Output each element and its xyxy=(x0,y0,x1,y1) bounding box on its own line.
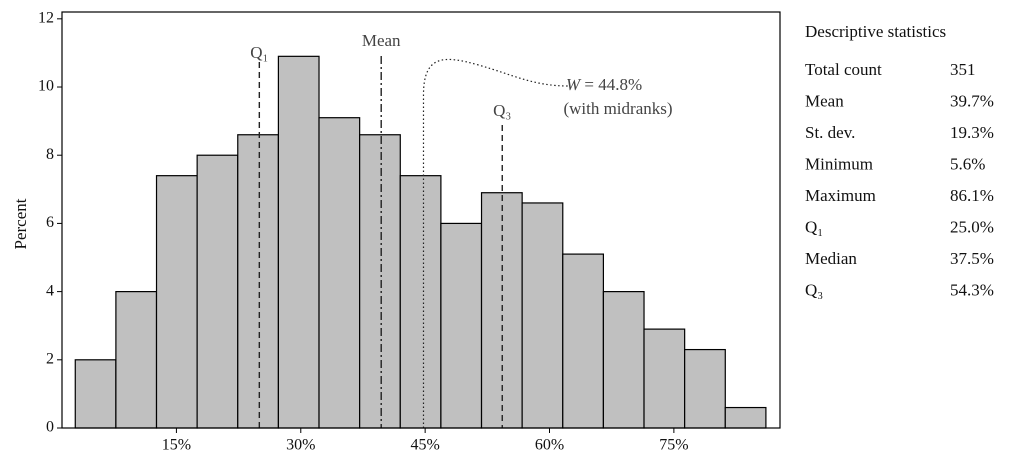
x-tick-label: 75% xyxy=(659,437,688,454)
w-var: W xyxy=(566,75,582,94)
bar xyxy=(155,175,198,429)
stat-value: 54.3% xyxy=(950,280,994,299)
x-tick-label: 15% xyxy=(162,437,191,454)
bar xyxy=(318,117,361,429)
y-tick-label: 2 xyxy=(46,350,54,367)
stat-value: 5.6% xyxy=(950,154,985,173)
marker-label: Q₁ xyxy=(250,43,268,62)
w-note: (with midranks) xyxy=(563,99,672,118)
y-tick-label: 12 xyxy=(38,9,54,26)
marker-label: Mean xyxy=(362,31,401,50)
x-tick-label: 60% xyxy=(535,437,564,454)
stat-value: 25.0% xyxy=(950,217,994,236)
stat-value: 19.3% xyxy=(950,123,994,142)
bar xyxy=(643,328,686,429)
x-tick-label: 30% xyxy=(286,437,315,454)
stat-name: Maximum xyxy=(805,186,876,205)
stat-name: Median xyxy=(805,249,857,268)
plot-frame xyxy=(61,11,781,429)
bar xyxy=(724,406,767,429)
stats-title: Descriptive statistics xyxy=(805,22,946,41)
stat-name: Total count xyxy=(805,60,882,79)
stat-value: 86.1% xyxy=(950,186,994,205)
marker-label: Q₃ xyxy=(493,101,511,120)
stat-name: Q₃ xyxy=(805,280,823,299)
stat-name: Minimum xyxy=(805,154,873,173)
w-annotation: W = 44.8% xyxy=(566,75,642,94)
stat-value: 37.5% xyxy=(950,249,994,268)
stat-name: Q₁ xyxy=(805,217,823,236)
w-marker-line xyxy=(422,58,569,428)
bar xyxy=(562,253,605,429)
bar xyxy=(196,154,239,429)
bar xyxy=(684,348,726,429)
bar xyxy=(399,175,442,429)
y-tick-label: 8 xyxy=(46,146,54,163)
x-tick-label: 45% xyxy=(410,437,439,454)
bar xyxy=(440,222,483,429)
y-axis-label: Percent xyxy=(11,198,30,249)
bar xyxy=(115,291,158,429)
w-value: = 44.8% xyxy=(580,75,642,94)
y-tick-label: 10 xyxy=(38,78,54,95)
bar xyxy=(602,291,645,429)
y-tick-label: 4 xyxy=(46,282,54,299)
bar xyxy=(359,134,401,429)
bar xyxy=(521,202,564,429)
stat-value: 39.7% xyxy=(950,91,994,110)
bar xyxy=(277,55,320,429)
stat-name: Mean xyxy=(805,91,844,110)
y-tick-label: 0 xyxy=(46,419,54,436)
stat-value: 351 xyxy=(950,60,976,79)
bar xyxy=(237,134,279,429)
bar xyxy=(74,359,117,429)
y-tick-label: 6 xyxy=(46,214,54,231)
stat-name: St. dev. xyxy=(805,123,855,142)
